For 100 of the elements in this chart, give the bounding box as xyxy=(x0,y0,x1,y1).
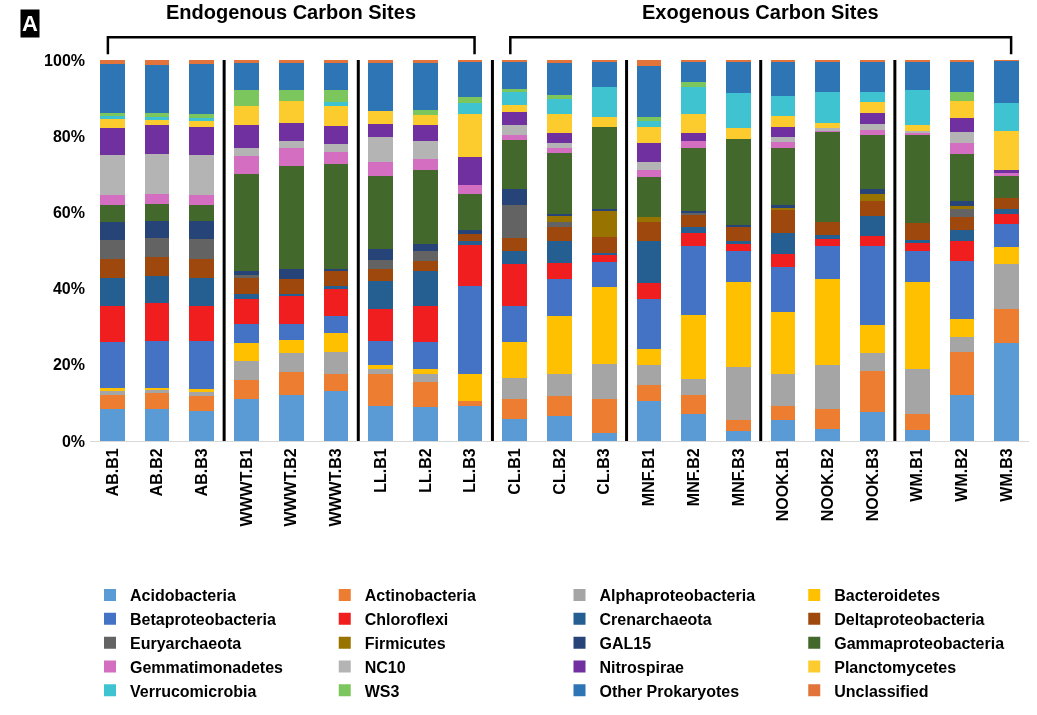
bar xyxy=(860,215,885,237)
bar xyxy=(413,115,438,125)
bar xyxy=(100,306,125,343)
bar xyxy=(949,153,975,201)
bar xyxy=(591,363,617,400)
bar xyxy=(726,367,751,421)
bar xyxy=(323,60,349,63)
x-tick-label: WWWT.B1 xyxy=(237,448,255,527)
bar xyxy=(457,405,483,441)
bar xyxy=(189,410,215,441)
bar xyxy=(234,380,259,400)
bar xyxy=(100,222,125,241)
bar xyxy=(234,60,259,64)
bar xyxy=(726,281,751,368)
bar xyxy=(681,61,706,83)
bar xyxy=(413,270,438,307)
bar xyxy=(726,227,751,241)
bar xyxy=(547,95,572,100)
bar xyxy=(368,176,393,249)
bar xyxy=(502,238,528,252)
bar xyxy=(368,60,393,63)
bar xyxy=(636,65,662,118)
bar xyxy=(860,134,885,190)
bar xyxy=(770,96,796,117)
bar xyxy=(591,287,617,364)
bar xyxy=(278,63,304,90)
bar xyxy=(413,60,438,64)
bar xyxy=(547,373,572,397)
bar xyxy=(100,388,125,392)
bar xyxy=(278,339,304,353)
bar xyxy=(726,431,751,441)
legend-label: Other Prokaryotes xyxy=(599,682,740,700)
bar xyxy=(323,106,349,126)
bar xyxy=(547,262,572,280)
bar xyxy=(413,109,438,116)
legend-label: Alphaproteobacteria xyxy=(599,587,756,605)
bar xyxy=(100,60,125,64)
bar xyxy=(770,61,796,97)
bar xyxy=(636,221,662,241)
bar xyxy=(994,176,1019,198)
bar xyxy=(949,209,975,217)
bar xyxy=(860,189,885,195)
text: A xyxy=(22,11,38,36)
bar xyxy=(681,227,706,233)
bar xyxy=(949,229,975,241)
bar xyxy=(502,104,528,113)
bar xyxy=(949,117,975,133)
bar xyxy=(502,378,528,400)
bar xyxy=(502,189,528,205)
legend-label: Bacteroidetes xyxy=(834,587,941,605)
bar xyxy=(234,324,259,344)
bar xyxy=(323,151,349,165)
bar xyxy=(234,125,259,149)
x-tick-label: WWWT.B2 xyxy=(282,448,300,527)
bar xyxy=(860,194,885,202)
bar xyxy=(904,243,930,251)
bar xyxy=(144,302,170,341)
x-tick-label: LL.B3 xyxy=(461,448,479,493)
bar xyxy=(413,369,438,374)
bar xyxy=(681,141,706,148)
bar xyxy=(949,101,975,118)
bar xyxy=(457,194,483,230)
bar xyxy=(323,351,349,374)
bar xyxy=(591,61,617,88)
bar xyxy=(502,91,528,105)
bar xyxy=(770,405,796,421)
x-tick-label: NOOK.B2 xyxy=(818,448,836,522)
bar xyxy=(323,288,349,317)
bar xyxy=(949,336,975,352)
x-tick-label: AB.B2 xyxy=(148,448,166,497)
bar xyxy=(770,137,796,142)
bar xyxy=(100,116,125,119)
bar xyxy=(234,174,259,272)
bar xyxy=(547,60,572,64)
bar xyxy=(323,101,349,107)
bar xyxy=(144,393,170,409)
legend-label: Acidobacteria xyxy=(130,587,236,605)
bar xyxy=(815,92,841,123)
bar xyxy=(457,185,483,195)
bar xyxy=(591,433,617,441)
bar xyxy=(368,110,393,125)
bar xyxy=(547,240,572,263)
text: Endogenous Carbon Sites xyxy=(166,1,417,23)
bar xyxy=(413,406,438,441)
bar xyxy=(368,260,393,270)
bar xyxy=(904,124,930,131)
bar xyxy=(681,215,706,228)
bar xyxy=(413,260,438,271)
bar xyxy=(636,117,662,121)
bar xyxy=(770,232,796,254)
bar xyxy=(726,138,751,225)
bar xyxy=(144,256,170,277)
bar xyxy=(278,324,304,340)
bar xyxy=(278,394,304,441)
bar xyxy=(904,369,930,414)
bar xyxy=(100,205,125,223)
bar xyxy=(904,223,930,241)
x-tick-label: MNF.B2 xyxy=(684,448,702,507)
bar xyxy=(502,124,528,136)
bar xyxy=(547,215,572,222)
